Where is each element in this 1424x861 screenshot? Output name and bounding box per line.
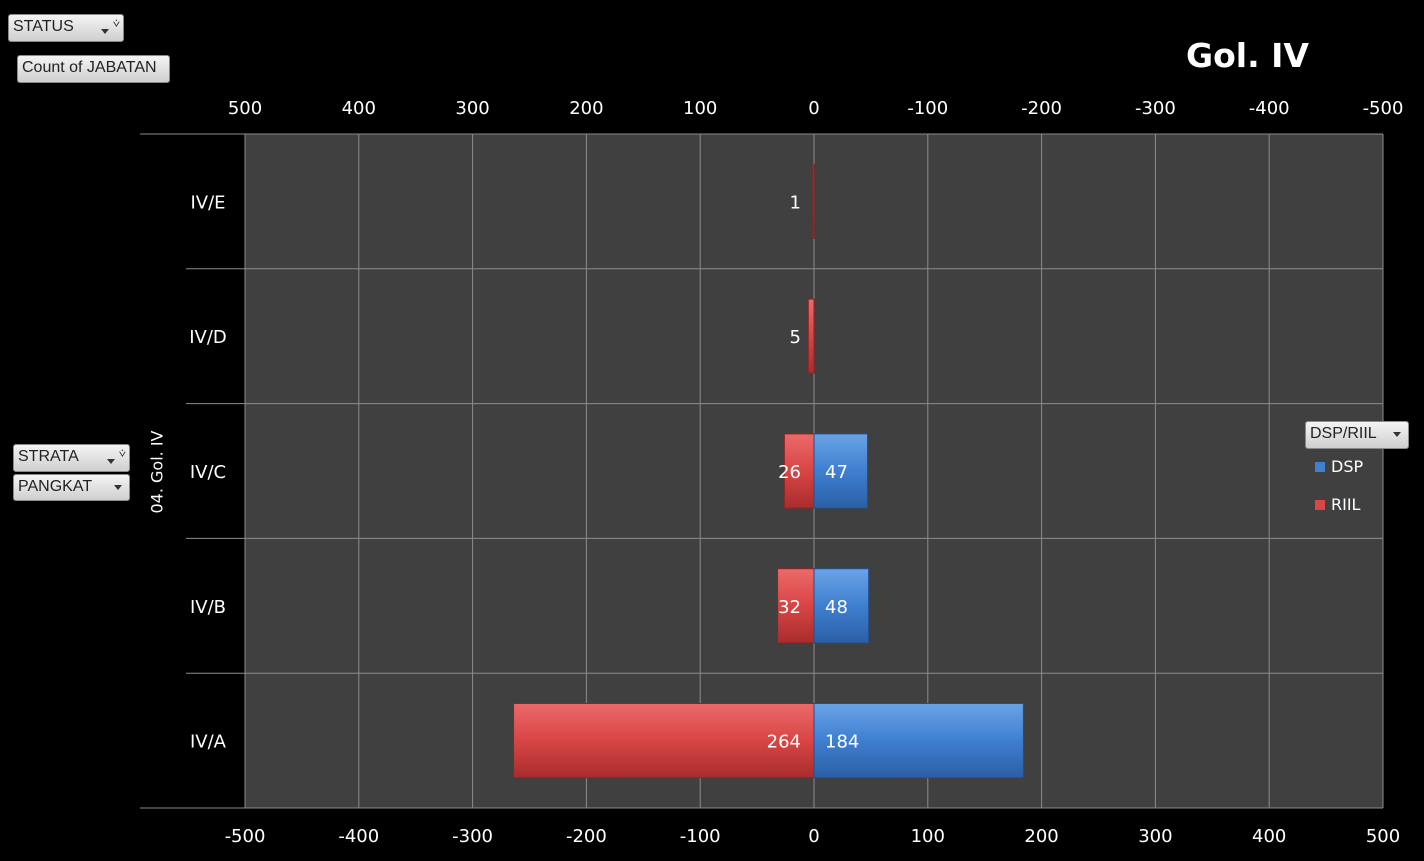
x-tick-label-top: 300 xyxy=(455,98,489,119)
data-label-riil: 26 xyxy=(778,462,801,483)
chevron-down-icon xyxy=(114,485,122,490)
bar-riil xyxy=(777,568,815,644)
bar-riil xyxy=(812,163,815,239)
x-tick-label-bottom: -300 xyxy=(452,826,493,847)
x-tick-label-bottom: -100 xyxy=(680,826,721,847)
x-tick-label-top: -400 xyxy=(1249,98,1290,119)
data-label-dsp: 48 xyxy=(825,597,848,618)
bar-riil xyxy=(783,433,815,509)
x-tick-label-bottom: -400 xyxy=(338,826,379,847)
legend-field-label: DSP/RIIL xyxy=(1310,425,1377,442)
x-tick-label-top: 100 xyxy=(683,98,717,119)
x-tick-label-top: 500 xyxy=(228,98,262,119)
bar-riil xyxy=(807,298,815,374)
x-tick-label-bottom: 100 xyxy=(911,826,945,847)
x-tick-label-bottom: 0 xyxy=(808,826,819,847)
filter-icon: ⩒ xyxy=(118,446,126,460)
legend-swatch-dsp xyxy=(1315,462,1325,472)
bar-riil xyxy=(513,703,815,779)
x-tick-label-bottom: 200 xyxy=(1024,826,1058,847)
pangkat-field-button[interactable]: PANGKAT xyxy=(13,474,130,501)
x-tick-label-top: 200 xyxy=(569,98,603,119)
legend-label-riil: RIIL xyxy=(1331,495,1361,514)
strata-filter-button[interactable]: STRATA ⩒ xyxy=(13,444,130,472)
x-tick-label-bottom: 400 xyxy=(1252,826,1286,847)
legend-swatch-riil xyxy=(1315,500,1325,510)
data-label-dsp: 184 xyxy=(825,732,859,753)
bar-dsp xyxy=(813,433,868,509)
x-tick-label-top: -100 xyxy=(907,98,948,119)
x-tick-label-bottom: 300 xyxy=(1138,826,1172,847)
status-filter-button[interactable]: STATUS ⩒ xyxy=(8,14,124,42)
category-label: IV/A xyxy=(190,732,227,753)
category-label: IV/D xyxy=(189,327,227,348)
x-tick-label-bottom: -500 xyxy=(225,826,266,847)
legend-label-dsp: DSP xyxy=(1331,457,1364,476)
bar-dsp xyxy=(813,703,1024,779)
group-axis-label: 04. Gol. IV xyxy=(147,430,167,514)
count-of-jabatan-label: Count of JABATAN xyxy=(22,59,157,76)
chevron-down-icon xyxy=(1393,432,1401,437)
count-of-jabatan-button[interactable]: Count of JABATAN xyxy=(17,55,170,83)
x-tick-label-top: 0 xyxy=(808,98,819,119)
category-label: IV/E xyxy=(190,192,225,213)
x-tick-label-bottom: -200 xyxy=(566,826,607,847)
status-filter-label: STATUS xyxy=(13,18,74,35)
filter-icon: ⩒ xyxy=(112,16,120,30)
x-tick-label-top: -300 xyxy=(1135,98,1176,119)
data-label-riil: 264 xyxy=(767,732,801,753)
x-tick-label-bottom: 500 xyxy=(1366,826,1400,847)
strata-filter-label: STRATA xyxy=(18,448,79,465)
x-tick-label-top: 400 xyxy=(342,98,376,119)
chevron-down-icon xyxy=(101,29,109,34)
data-label-dsp: 47 xyxy=(825,462,848,483)
bar-dsp xyxy=(813,568,870,644)
data-label-riil: 1 xyxy=(790,192,801,213)
x-tick-label-top: -200 xyxy=(1021,98,1062,119)
chart-title: Gol. IV xyxy=(1186,36,1309,75)
x-tick-label-top: -500 xyxy=(1363,98,1404,119)
data-label-riil: 5 xyxy=(790,327,801,348)
legend-field-button[interactable]: DSP/RIIL xyxy=(1305,421,1409,449)
chevron-down-icon xyxy=(107,459,115,464)
category-label: IV/C xyxy=(190,462,226,483)
data-label-riil: 32 xyxy=(778,597,801,618)
pangkat-field-label: PANGKAT xyxy=(18,478,93,495)
category-label: IV/B xyxy=(190,597,226,618)
